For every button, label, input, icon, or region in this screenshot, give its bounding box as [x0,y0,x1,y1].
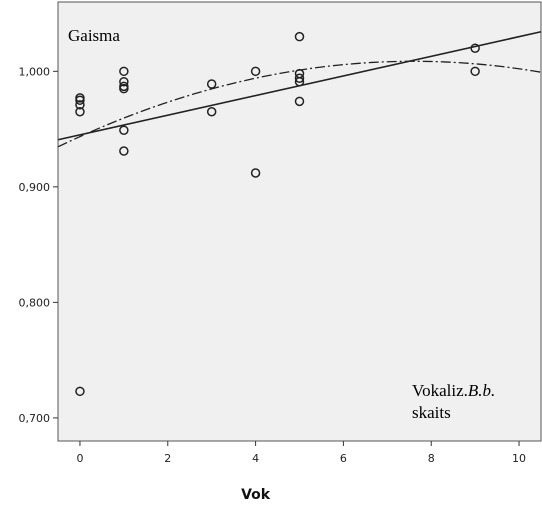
data-point [75,95,85,105]
data-point [206,107,217,117]
plot-area [57,1,542,442]
data-point [294,73,305,83]
y-tick-label: 0,900 [19,181,51,194]
y-tick-label: 1,000 [19,65,51,78]
annotation-line-2: skaits [412,403,451,422]
x-tick-label: 2 [164,452,171,465]
data-point [119,125,129,135]
x-axis-title: Vok [241,487,271,503]
data-point [470,43,480,53]
data-point [294,76,305,87]
y-tick-label: 0,800 [19,296,51,309]
data-point [75,100,85,110]
data-point [75,386,85,397]
panel-label: Gaisma [68,26,120,45]
x-tick-label: 4 [252,452,259,465]
annotation-italic: B.b. [468,381,495,400]
x-tick-label: 8 [428,452,435,465]
data-point [119,83,129,94]
data-point [119,76,129,87]
data-point [119,66,129,77]
data-point [75,107,85,117]
data-points [75,31,480,397]
data-point [250,168,261,178]
axes: 0 2 4 6 8 10 0,700 0,800 0,900 1,000 [19,65,527,465]
y-tick-label: 0,700 [19,412,51,425]
x-tick-label: 0 [76,452,83,465]
data-point [294,31,305,42]
data-point [294,96,305,107]
x-tick-label: 10 [512,452,526,465]
x-tick-label: 6 [340,452,347,465]
annotation-plain: Vokaliz. [412,381,468,400]
data-point [250,66,261,77]
annotation-line-1: Vokaliz.B.b. [412,381,495,400]
data-point [206,79,217,89]
data-point [119,146,129,156]
data-point [470,66,480,77]
